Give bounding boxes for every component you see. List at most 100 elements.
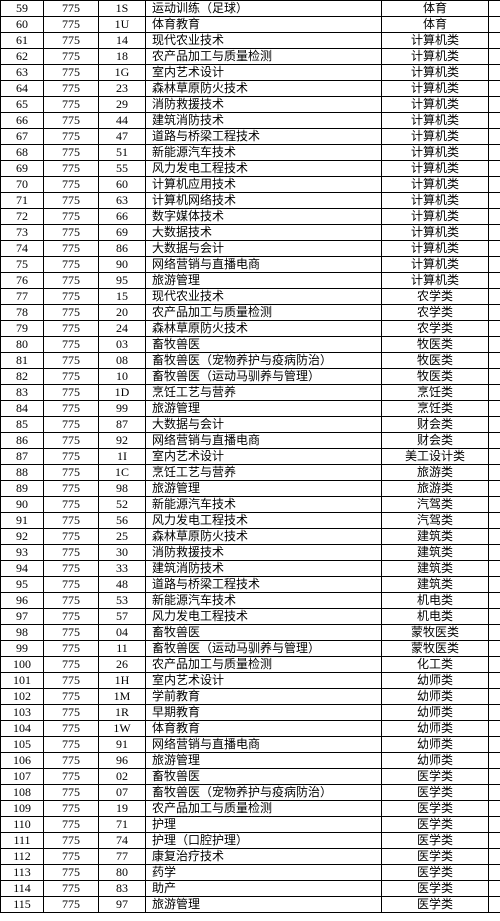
category-name: 计算机类 <box>382 161 489 177</box>
major-code: 1U <box>99 17 146 33</box>
major-code: 15 <box>99 289 146 305</box>
major-code: 20 <box>99 305 146 321</box>
major-name: 旅游管理 <box>146 897 382 913</box>
major-name: 数字媒体技术 <box>146 209 382 225</box>
major-code: 55 <box>99 161 146 177</box>
table-row: 10677596旅游管理幼师类10 <box>1 753 500 769</box>
table-row: 9377530消防救援技术建筑类40 <box>1 545 500 561</box>
major-name: 网络营销与直播电商 <box>146 257 382 273</box>
table-row: 6977555风力发电工程技术计算机类10 <box>1 161 500 177</box>
quota-count: 5 <box>489 273 500 289</box>
major-name: 消防救援技术 <box>146 97 382 113</box>
category-name: 牧医类 <box>382 353 489 369</box>
quota-count: 20 <box>489 801 500 817</box>
table-row: 6777547道路与桥梁工程技术计算机类15 <box>1 129 500 145</box>
major-code: 87 <box>99 417 146 433</box>
category-name: 医学类 <box>382 833 489 849</box>
school-code: 775 <box>44 449 99 465</box>
category-name: 建筑类 <box>382 529 489 545</box>
category-name: 建筑类 <box>382 545 489 561</box>
row-index: 92 <box>1 529 44 545</box>
school-code: 775 <box>44 433 99 449</box>
major-code: 1S <box>99 1 146 17</box>
major-name: 风力发电工程技术 <box>146 161 382 177</box>
category-name: 牧医类 <box>382 337 489 353</box>
major-name: 旅游管理 <box>146 401 382 417</box>
quota-count: 115 <box>489 833 500 849</box>
quota-count: 25 <box>489 673 500 689</box>
quota-count: 10 <box>489 881 500 897</box>
major-code: 69 <box>99 225 146 241</box>
quota-count: 40 <box>489 545 500 561</box>
table-row: 597751S运动训练（足球）体育20 <box>1 1 500 17</box>
quota-count: 25 <box>489 513 500 529</box>
quota-count: 35 <box>489 577 500 593</box>
major-name: 农产品加工与质量检测 <box>146 49 382 65</box>
major-name: 新能源汽车技术 <box>146 497 382 513</box>
row-index: 90 <box>1 497 44 513</box>
category-name: 计算机类 <box>382 129 489 145</box>
quota-count: 35 <box>489 417 500 433</box>
school-code: 775 <box>44 177 99 193</box>
major-code: 66 <box>99 209 146 225</box>
school-code: 775 <box>44 881 99 897</box>
quota-count: 6 <box>489 785 500 801</box>
table-row: 8477599旅游管理烹饪类10 <box>1 401 500 417</box>
major-name: 大数据与会计 <box>146 241 382 257</box>
school-code: 775 <box>44 561 99 577</box>
table-row: 8577587大数据与会计财会类35 <box>1 417 500 433</box>
school-code: 775 <box>44 145 99 161</box>
category-name: 计算机类 <box>382 33 489 49</box>
table-row: 8177508畜牧兽医（宠物养护与疫病防治）牧医类20 <box>1 353 500 369</box>
table-row: 11377580药学医学类10 <box>1 865 500 881</box>
category-name: 计算机类 <box>382 113 489 129</box>
category-name: 机电类 <box>382 609 489 625</box>
quota-count: 10 <box>489 753 500 769</box>
major-name: 大数据与会计 <box>146 417 382 433</box>
row-index: 91 <box>1 513 44 529</box>
table-row: 9077552新能源汽车技术汽驾类25 <box>1 497 500 513</box>
school-code: 775 <box>44 113 99 129</box>
major-code: 57 <box>99 609 146 625</box>
major-name: 早期教育 <box>146 705 382 721</box>
row-index: 110 <box>1 817 44 833</box>
major-code: 71 <box>99 817 146 833</box>
quota-count: 40 <box>489 561 500 577</box>
category-name: 幼师类 <box>382 737 489 753</box>
table-row: 11577597旅游管理医学类5 <box>1 897 500 913</box>
school-code: 775 <box>44 417 99 433</box>
major-name: 网络营销与直播电商 <box>146 737 382 753</box>
quota-count: 35 <box>489 449 500 465</box>
category-name: 机电类 <box>382 593 489 609</box>
row-index: 103 <box>1 705 44 721</box>
quota-count: 10 <box>489 401 500 417</box>
category-name: 幼师类 <box>382 673 489 689</box>
major-code: 19 <box>99 801 146 817</box>
major-code: 52 <box>99 497 146 513</box>
school-code: 775 <box>44 385 99 401</box>
table-row: 1017751H室内艺术设计幼师类25 <box>1 673 500 689</box>
category-name: 幼师类 <box>382 721 489 737</box>
quota-count: 15 <box>489 305 500 321</box>
school-code: 775 <box>44 865 99 881</box>
major-name: 康复治疗技术 <box>146 849 382 865</box>
school-code: 775 <box>44 817 99 833</box>
major-code: 91 <box>99 737 146 753</box>
quota-count: 40 <box>489 209 500 225</box>
row-index: 101 <box>1 673 44 689</box>
major-name: 药学 <box>146 865 382 881</box>
category-name: 牧医类 <box>382 369 489 385</box>
category-name: 汽驾类 <box>382 513 489 529</box>
category-name: 蒙牧医类 <box>382 641 489 657</box>
major-code: 1D <box>99 385 146 401</box>
row-index: 109 <box>1 801 44 817</box>
row-index: 66 <box>1 113 44 129</box>
school-code: 775 <box>44 897 99 913</box>
category-name: 计算机类 <box>382 145 489 161</box>
school-code: 775 <box>44 753 99 769</box>
table-row: 7077560计算机应用技术计算机类60 <box>1 177 500 193</box>
school-code: 775 <box>44 225 99 241</box>
major-code: 14 <box>99 33 146 49</box>
major-code: 23 <box>99 81 146 97</box>
quota-count: 34 <box>489 369 500 385</box>
